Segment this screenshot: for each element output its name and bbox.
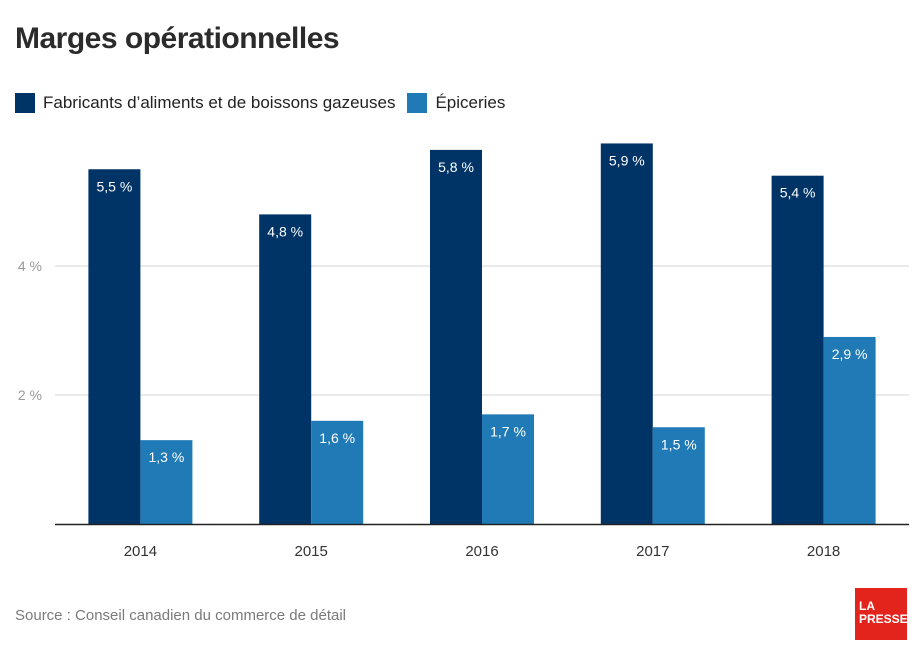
bar-value-label: 4,8 %	[267, 223, 303, 239]
bar-epiceries-2018	[823, 336, 876, 524]
x-tick-label: 2016	[465, 543, 498, 560]
bar-epiceries-2014	[140, 440, 193, 524]
y-tick-label: 4 %	[18, 258, 42, 274]
bar-fabricants-2014	[88, 169, 141, 524]
bar-value-label: 1,6 %	[319, 430, 355, 446]
legend-swatch-fabricants	[15, 93, 35, 113]
bar-epiceries-2016	[482, 414, 534, 524]
la-presse-logo: LA PRESSE	[855, 588, 908, 640]
logo-line-2: PRESSE	[859, 612, 908, 626]
x-tick-label: 2014	[124, 543, 157, 560]
bar-labels: 5,5 % 1,3 % 4,8 % 1,6 % 5,8 % 1,7 % 5,9 % 1,5 %…	[96, 152, 867, 465]
chart-title: Marges opérationnelles	[15, 22, 340, 55]
logo-line-1: LA	[859, 599, 875, 613]
legend-item-epiceries: Épiceries	[407, 93, 505, 113]
bar-epiceries-2017	[652, 427, 705, 524]
x-axis: 2014 2015 2016 2017 2018	[55, 523, 909, 560]
source-note: Source : Conseil canadien du commerce de…	[15, 607, 347, 624]
legend-swatch-epiceries	[407, 93, 428, 113]
bar-value-label: 5,4 %	[780, 185, 816, 201]
y-tick-label: 2 %	[18, 387, 42, 403]
bar-fabricants-2017	[600, 143, 653, 524]
x-tick-label: 2017	[636, 543, 669, 560]
legend-item-fabricants: Fabricants d’aliments et de boissons gaz…	[15, 93, 395, 113]
bar-fabricants-2018	[771, 175, 824, 524]
bar-value-label: 5,8 %	[438, 159, 474, 175]
bar-fabricants-2016	[430, 149, 482, 524]
legend: Fabricants d’aliments et de boissons gaz…	[15, 93, 517, 113]
bar-value-label: 2,9 %	[832, 346, 868, 362]
legend-label-fabricants: Fabricants d’aliments et de boissons gaz…	[43, 93, 396, 112]
bar-epiceries-2015	[311, 420, 364, 524]
bar-value-label: 1,5 %	[661, 436, 697, 452]
bar-value-label: 5,9 %	[609, 152, 645, 168]
bars	[88, 143, 876, 524]
x-tick-label: 2015	[295, 543, 328, 560]
x-tick-label: 2018	[807, 543, 840, 560]
bar-fabricants-2015	[259, 214, 312, 524]
bar-value-label: 1,7 %	[490, 423, 526, 439]
bar-value-label: 1,3 %	[148, 449, 184, 465]
legend-label-epiceries: Épiceries	[435, 93, 506, 112]
bar-value-label: 5,5 %	[96, 178, 132, 194]
